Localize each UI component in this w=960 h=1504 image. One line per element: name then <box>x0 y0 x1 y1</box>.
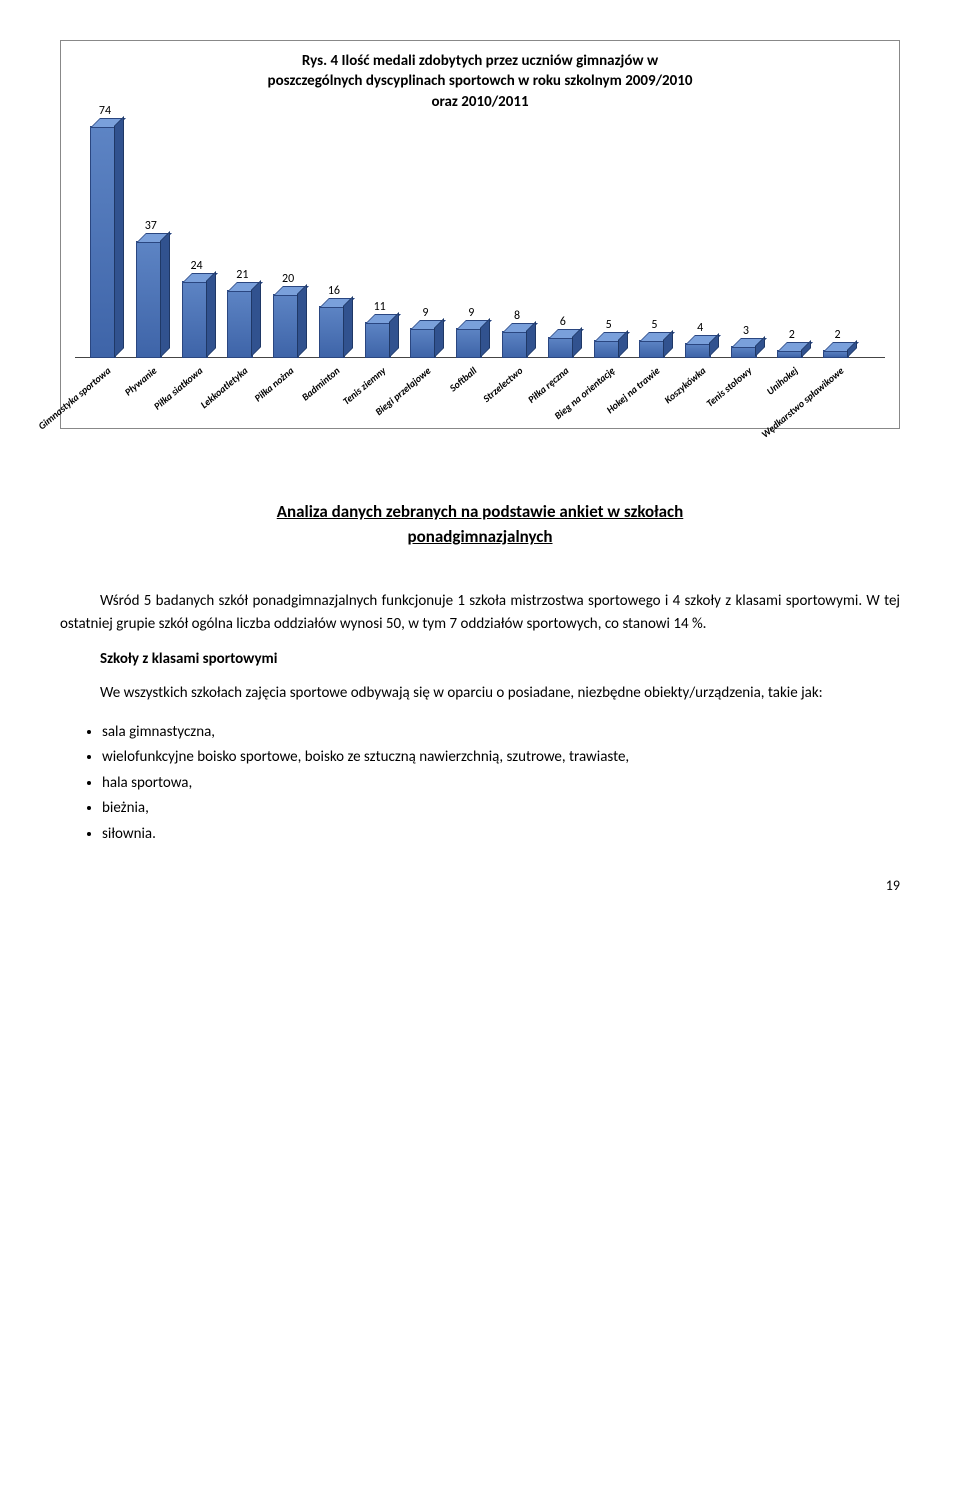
chart-title-line1: Rys. 4 Ilość medali zdobytych przez uczn… <box>302 52 658 70</box>
bar-side <box>160 231 170 358</box>
bullet-list: sala gimnastyczna,wielofunkcyjne boisko … <box>60 720 900 848</box>
bar-category-label: Piłka nożna <box>252 364 297 404</box>
list-item: sala gimnastyczna, <box>102 720 900 746</box>
bar-front <box>365 322 391 358</box>
bar-value-label: 6 <box>548 315 578 329</box>
bar-value-label: 24 <box>182 259 212 273</box>
bar-category-label: Lekkoatletyka <box>198 364 251 411</box>
list-item: wielofunkcyjne boisko sportowe, boisko z… <box>102 745 900 771</box>
bar-value-label: 8 <box>502 309 532 323</box>
bar-front <box>273 294 299 358</box>
bar-category-label: Tenis stołowy <box>703 364 754 410</box>
bar-value-label: 74 <box>90 104 120 118</box>
bar-value-label: 16 <box>319 284 349 298</box>
bar-value-label: 9 <box>410 306 440 320</box>
paragraph-1: Wśród 5 badanych szkół ponadgimnazjalnyc… <box>60 590 900 637</box>
bar-category-label: Pływanie <box>122 364 160 398</box>
chart-plot-area: 74Gimnastyka sportowa37Pływanie24Piłka s… <box>75 118 885 418</box>
bar-front <box>456 328 482 358</box>
bar-front <box>548 337 574 358</box>
list-item: hala sportowa, <box>102 771 900 797</box>
bar-value-label: 2 <box>823 328 853 342</box>
bar-front <box>685 343 711 357</box>
paragraph-2: We wszystkich szkołach zajęcia sportowe … <box>60 682 900 705</box>
bar-side <box>206 271 216 358</box>
chart-title-line2: poszczególnych dyscyplinach sportowch w … <box>268 72 693 90</box>
bar-front <box>639 340 665 358</box>
bar-side <box>297 284 307 358</box>
chart-title-line3: oraz 2010/2011 <box>431 93 528 111</box>
bar-category-label: Piłka siatkowa <box>151 364 205 413</box>
heading-line1: Analiza danych zebranych na podstawie an… <box>277 501 684 522</box>
bar-value-label: 5 <box>639 318 669 332</box>
bar-value-label: 11 <box>365 300 395 314</box>
bar-side <box>251 280 261 357</box>
chart-container: Rys. 4 Ilość medali zdobytych przez uczn… <box>60 40 900 429</box>
bar-category-label: Unihokej <box>764 364 801 398</box>
bar-value-label: 37 <box>136 219 166 233</box>
bar-category-label: Softball <box>447 364 480 394</box>
bar-side <box>114 116 124 358</box>
bar-front <box>410 328 436 358</box>
bar-category-label: Badminton <box>299 364 342 403</box>
bar-category-label: Koszykówka <box>662 364 709 406</box>
heading-line2: ponadgimnazjalnych <box>407 526 552 547</box>
bar-front <box>182 281 208 358</box>
bar-front <box>227 290 253 357</box>
section-heading: Analiza danych zebranych na podstawie an… <box>120 499 840 550</box>
bar-front <box>594 340 620 358</box>
bar-category-label: Strzelectwo <box>480 364 525 405</box>
page-number: 19 <box>60 877 900 894</box>
list-item: bieżnia, <box>102 796 900 822</box>
bar-category-label: Piłka ręczna <box>525 364 571 406</box>
bar-value-label: 4 <box>685 321 715 335</box>
bar-front <box>90 126 116 358</box>
bar-category-label: Gimnastyka sportowa <box>35 364 113 432</box>
subheading: Szkoły z klasami sportowymi <box>60 650 900 668</box>
bar-front <box>731 346 757 357</box>
list-item: siłownia. <box>102 822 900 848</box>
bar-value-label: 3 <box>731 324 761 338</box>
bar-value-label: 5 <box>594 318 624 332</box>
bar-front <box>502 331 528 358</box>
bar-value-label: 9 <box>456 306 486 320</box>
bar-category-label: Wędkarstwo spławikowe <box>758 364 846 441</box>
bar-value-label: 21 <box>227 268 257 282</box>
bar-side <box>343 296 353 358</box>
chart-title: Rys. 4 Ilość medali zdobytych przez uczn… <box>75 51 885 112</box>
bar-value-label: 20 <box>273 272 303 286</box>
bar-front <box>319 306 345 358</box>
bar-value-label: 2 <box>777 328 807 342</box>
bar-front <box>136 241 162 358</box>
